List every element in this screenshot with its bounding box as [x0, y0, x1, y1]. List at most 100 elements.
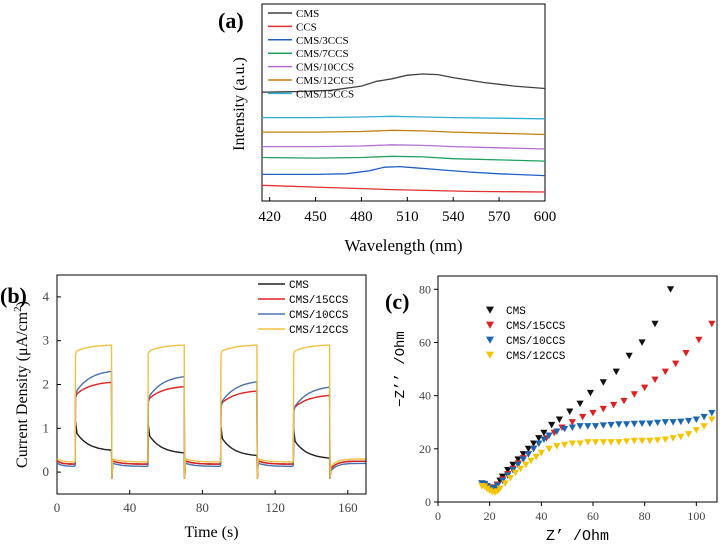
panel-c-point-cms-10ccs [630, 420, 638, 428]
panel-a-series-line-ccs [261, 184, 546, 193]
panel-c-point-cms-15ccs [579, 413, 587, 421]
panel-a-series-line-cms-10ccs [262, 144, 546, 150]
panel-c-point-cms-10ccs [540, 436, 548, 443]
panel-c-point-cms-10ccs [519, 456, 527, 463]
panel-c-point-cms-15ccs [610, 401, 618, 409]
panel-b-y-axis-label-close: ) [14, 301, 31, 306]
panel-b-series-line-cms-10ccs [56, 370, 366, 479]
panel-c-point-cms-12ccs [653, 437, 662, 444]
panel-c-legend-marker-cms-12ccs [486, 351, 494, 359]
panel-c-x-tick-label: 60 [587, 509, 599, 523]
panel-c-x-tick-label: 80 [639, 509, 651, 523]
panel-c-point-cms [540, 429, 548, 437]
panel-c-point-cms [625, 352, 633, 360]
panel-a-x-tick-label: 450 [304, 209, 327, 225]
panel-b-y-tick-label: 0 [43, 464, 50, 479]
panel-c-point-cms-12ccs [576, 440, 584, 447]
panel-c-x-axis-label: Z’ /Ohm [546, 528, 609, 545]
panel-c-point-cms-15ccs [620, 397, 628, 405]
panel-c-legend-marker-cms-10ccs [486, 336, 494, 344]
panel-c-y-tick-label: 20 [419, 442, 431, 456]
panel-c-point-cms-12ccs [708, 416, 716, 423]
panel-c-point-cms-10ccs [638, 420, 646, 427]
panel-c-point-cms-12ccs [700, 423, 708, 430]
panel-a-plot-frame [261, 3, 546, 202]
panel-a-legend-entry-cms-12ccs: CMS/12CCS [296, 75, 354, 87]
panel-c-point-cms-15ccs [651, 376, 659, 384]
panel-c-point-cms-10ccs [553, 428, 561, 435]
panel-c-point-cms-12ccs [661, 436, 669, 443]
panel-b-x-tick-label: 120 [265, 500, 285, 515]
panel-b-y-tick-label: 3 [43, 333, 50, 348]
panel-c-point-cms-15ccs [682, 350, 690, 357]
panel-b-series-line-cms-12ccs [56, 344, 366, 479]
panel-b-x-axis-label: Time (s) [184, 524, 238, 541]
panel-b-series-line-cms-15ccs [56, 381, 366, 479]
panel-b-x-tick-label: 160 [338, 500, 358, 515]
panel-b-legend-entry-cms-12ccs: CMS/12CCS [289, 325, 349, 337]
panel-a-legend-entry-cms: CMS [296, 8, 319, 20]
panel-c-point-cms [651, 320, 659, 328]
panel-c-point-cms-10ccs [529, 445, 538, 453]
panel-c-point-cms-12ccs [527, 457, 535, 465]
panel-a-label: (a) [218, 8, 244, 33]
panel-c-point-cms-12ccs [506, 475, 514, 482]
panel-b-legend-entry-cms: CMS [289, 280, 309, 292]
panel-c-point-cms [566, 408, 574, 416]
panel-c-legend-marker-cms-15ccs [486, 321, 494, 329]
panel-c-point-cms [529, 440, 538, 447]
panel-a-series-line-cms-15ccs [262, 115, 546, 120]
panel-b-y-axis-label: Current Density (μA/cm2) [12, 301, 31, 468]
panel-c-point-cms-10ccs [700, 413, 708, 421]
panel-b-series-line-cms [56, 421, 366, 479]
panel-a-x-tick-label: 420 [258, 209, 281, 225]
panel-a-legend-entry-cms-3ccs: CMS/3CCS [296, 35, 349, 47]
panel-c-point-cms-12ccs [638, 437, 646, 445]
panel-c-legend-entry-cms-10ccs: CMS/10CCS [506, 336, 566, 348]
panel-c-point-cms-12ccs [560, 441, 569, 449]
panel-c-point-cms-12ccs [584, 439, 592, 446]
panel-b-label: (b) [0, 283, 27, 308]
panel-c-point-cms [514, 456, 522, 463]
panel-c-point-cms-10ccs [524, 451, 533, 458]
panel-c-point-cms-12ccs [532, 453, 540, 461]
panel-b-x-tick-label: 80 [196, 500, 209, 515]
panel-c-point-cms-12ccs [517, 465, 525, 473]
panel-b-x-tick-label: 0 [54, 500, 61, 515]
panel-b-y-tick-label: 2 [43, 377, 50, 392]
panel-c-nyquist-chart: (c) 0 20 40 60 80 100 0 20 40 60 80 Z’ /Ohm −Z’’ /Ohm… [385, 275, 718, 545]
panel-c-point-cms-10ccs [708, 409, 716, 417]
panel-c-point-cms-12ccs [692, 427, 700, 434]
panel-b-legend-entry-cms-10ccs: CMS/10CCS [289, 310, 349, 322]
panel-c-y-tick-label: 0 [425, 495, 431, 509]
panel-c-x-tick-label: 20 [484, 509, 496, 523]
panel-c-point-cms [666, 286, 675, 293]
panel-c-point-cms-10ccs [646, 420, 654, 427]
panel-a-series-line-cms-7ccs [261, 155, 546, 162]
panel-c-point-cms-10ccs [560, 425, 569, 433]
panel-c-point-cms [548, 421, 556, 429]
panel-c-point-cms-10ccs [584, 423, 592, 430]
panel-c-point-cms [519, 451, 527, 458]
panel-c-point-cms-15ccs [568, 419, 576, 426]
panel-c-point-cms-10ccs [669, 419, 677, 426]
panel-b-y-axis-label-superscript: 2 [12, 306, 24, 312]
panel-c-plot-frame [437, 275, 718, 503]
panel-b-legend-entry-cms-15ccs: CMS/15CCS [289, 295, 349, 307]
panel-c-point-cms [509, 461, 517, 469]
panel-c-point-cms-10ccs [692, 416, 700, 423]
panel-c-point-cms-10ccs [622, 421, 631, 428]
panel-c-point-cms-10ccs [684, 417, 693, 425]
panel-c-point-cms-12ccs [607, 439, 615, 446]
panel-c-point-cms-15ccs [661, 368, 669, 376]
panel-c-x-tick-label: 40 [535, 509, 547, 523]
panel-a-series-line-cms-12ccs [262, 129, 546, 136]
panel-a-x-tick-label: 480 [350, 209, 373, 225]
panel-a-x-axis-label: Wavelength (nm) [344, 236, 462, 255]
panel-c-point-cms-10ccs [599, 422, 607, 429]
panel-c-y-tick-label: 80 [419, 282, 431, 296]
panel-a-x-tick-label: 600 [534, 209, 557, 225]
panel-c-point-cms [576, 400, 584, 408]
panel-c-point-cms [555, 416, 564, 423]
panel-c-point-cms-12ccs [553, 443, 561, 450]
